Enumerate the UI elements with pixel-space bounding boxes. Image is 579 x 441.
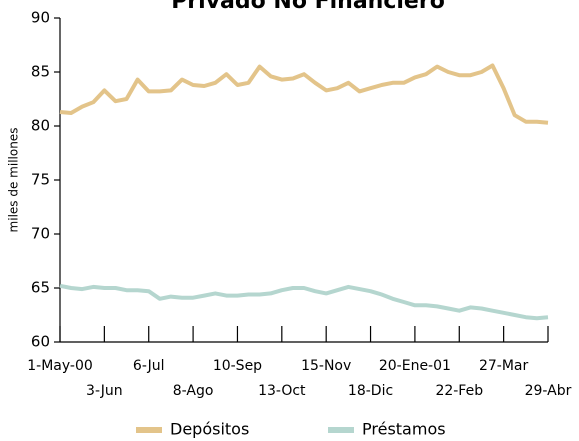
y-tick-label: 85 (31, 63, 50, 81)
y-tick-label: 60 (31, 333, 50, 351)
x-tick-label: 1-May-00 (27, 358, 93, 374)
x-tick-label: 10-Sep (213, 358, 262, 374)
chart-title: Privado No Financiero (171, 0, 445, 14)
data-line (59, 283, 549, 321)
data-line (59, 63, 549, 125)
legend-label: Depósitos (170, 420, 249, 439)
y-tick-label: 90 (31, 9, 50, 27)
x-tick-label: 18-Dic (348, 383, 393, 399)
x-tick-label: 29-Abr (525, 383, 572, 399)
y-tick-label: 80 (31, 117, 50, 135)
y-tick-label: 65 (31, 279, 50, 297)
x-tick-label: 27-Mar (479, 358, 529, 374)
x-tick-label: 6-Jul (133, 358, 165, 374)
y-tick-label: 70 (31, 225, 50, 243)
x-tick-label: 15-Nov (301, 358, 351, 374)
y-tick-label: 75 (31, 171, 50, 189)
x-tick-label: 13-Oct (258, 383, 306, 399)
x-tick-label: 22-Feb (435, 383, 483, 399)
x-tick-label: 20-Ene-01 (379, 358, 451, 374)
x-tick-label: 8-Ago (173, 383, 214, 399)
y-axis-label: miles de millones (7, 128, 21, 233)
x-tick-label: 3-Jun (86, 383, 123, 399)
legend-label: Préstamos (362, 420, 446, 439)
